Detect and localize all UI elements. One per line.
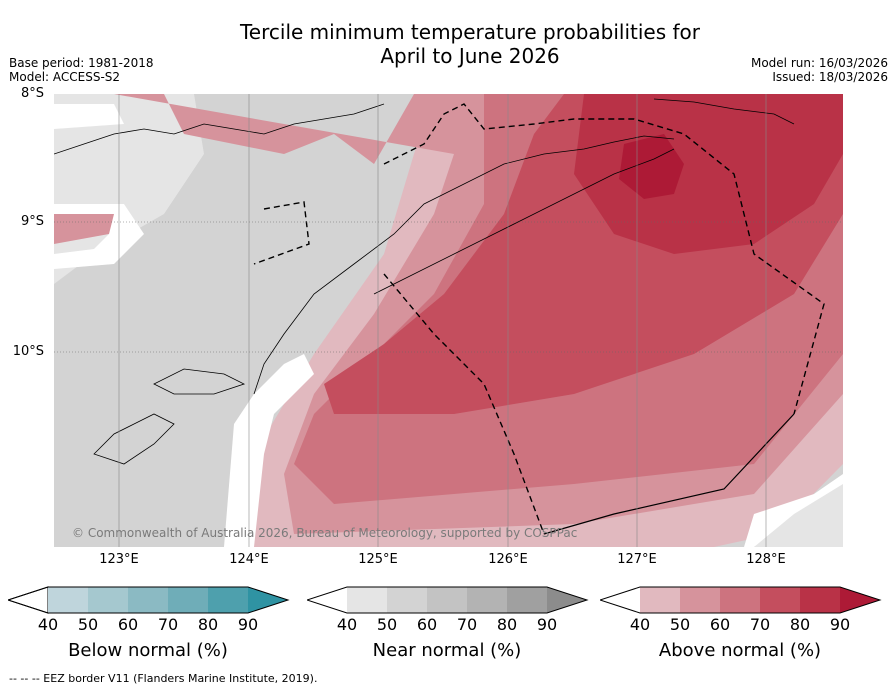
above-swatch-70 bbox=[760, 587, 800, 613]
below-normal-title: Below normal (%) bbox=[68, 640, 228, 661]
eez-borders bbox=[253, 103, 825, 535]
wetar-coast bbox=[653, 98, 795, 125]
above-arrow-right bbox=[840, 587, 880, 613]
colorbar-near-normal bbox=[307, 586, 589, 614]
near-tick: 70 bbox=[456, 615, 478, 634]
below-swatch-40 bbox=[48, 587, 88, 613]
colorbar-above-normal bbox=[600, 586, 882, 614]
above-90-region bbox=[619, 134, 684, 199]
meta-right: Model run: 16/03/2026 Issued: 18/03/2026 bbox=[751, 56, 888, 84]
below-swatch-50 bbox=[88, 587, 128, 613]
lon-label-127e: 127°E bbox=[617, 552, 657, 567]
near-tick: 50 bbox=[376, 615, 398, 634]
near-normal-title: Near normal (%) bbox=[372, 640, 522, 661]
timor-coast-north bbox=[253, 135, 675, 395]
near-arrow-left bbox=[307, 587, 347, 613]
lon-label-124e: 124°E bbox=[229, 552, 269, 567]
above-tick: 50 bbox=[669, 615, 691, 634]
above-tick: 60 bbox=[709, 615, 731, 634]
near-swatch-40 bbox=[347, 587, 387, 613]
above-tick: 70 bbox=[749, 615, 771, 634]
copyright-notice: © Commonwealth of Australia 2026, Bureau… bbox=[72, 526, 578, 540]
coastlines bbox=[54, 98, 795, 465]
above-tick: 40 bbox=[629, 615, 651, 634]
near-tick: 40 bbox=[336, 615, 358, 634]
near-outline bbox=[307, 586, 589, 614]
above-outline bbox=[600, 586, 882, 614]
below-tick: 90 bbox=[237, 615, 259, 634]
near-tick: 90 bbox=[536, 615, 558, 634]
above-arrow-left bbox=[600, 587, 640, 613]
gridlines bbox=[54, 221, 843, 353]
rote-coast bbox=[153, 368, 246, 395]
lon-label-126e: 126°E bbox=[488, 552, 528, 567]
meta-left: Base period: 1981-2018 Model: ACCESS-S2 bbox=[9, 56, 154, 84]
base-period: Base period: 1981-2018 bbox=[9, 56, 154, 70]
meridians bbox=[118, 94, 767, 547]
colorbar-below-normal bbox=[8, 586, 290, 614]
lon-label-128e: 128°E bbox=[746, 552, 786, 567]
near-tick: 60 bbox=[416, 615, 438, 634]
probability-map[interactable] bbox=[54, 94, 843, 547]
below-arrow-right bbox=[248, 587, 288, 613]
model-name: Model: ACCESS-S2 bbox=[9, 70, 121, 84]
above-normal-title: Above normal (%) bbox=[658, 640, 822, 661]
title-line-2: April to June 2026 bbox=[380, 44, 560, 68]
near-arrow-right bbox=[547, 587, 587, 613]
above-tick: 80 bbox=[789, 615, 811, 634]
model-run: Model run: 16/03/2026 bbox=[750, 56, 888, 70]
below-swatch-80 bbox=[208, 587, 248, 613]
lat-label-8s: 8°S bbox=[20, 86, 44, 101]
above-80-region bbox=[574, 94, 843, 254]
below-tick: 60 bbox=[117, 615, 139, 634]
eez-border-west bbox=[253, 201, 310, 265]
eez-border-timor bbox=[383, 103, 825, 415]
near-tick: 80 bbox=[496, 615, 518, 634]
issued-date: Issued: 18/03/2026 bbox=[772, 70, 888, 84]
map-svg bbox=[54, 94, 843, 547]
below-outline bbox=[8, 586, 290, 614]
above-swatch-40 bbox=[640, 587, 680, 613]
lon-label-123e: 123°E bbox=[99, 552, 139, 567]
near-normal-southeast bbox=[754, 484, 843, 547]
lon-label-125e: 125°E bbox=[358, 552, 398, 567]
below-swatch-70 bbox=[168, 587, 208, 613]
timor-coast-south bbox=[373, 148, 675, 295]
flores-coast bbox=[54, 103, 385, 155]
below-swatch-60 bbox=[128, 587, 168, 613]
lat-label-9s: 9°S bbox=[20, 214, 44, 229]
near-swatch-80 bbox=[507, 587, 547, 613]
below-tick: 50 bbox=[77, 615, 99, 634]
above-swatch-50 bbox=[680, 587, 720, 613]
below-tick: 40 bbox=[37, 615, 59, 634]
above-50-west-patch bbox=[54, 214, 114, 244]
eez-legend-note: -- -- -- EEZ border V11 (Flanders Marine… bbox=[9, 672, 318, 685]
eez-solid-segment bbox=[543, 413, 795, 535]
sumba-coast bbox=[93, 413, 175, 465]
above-tick: 90 bbox=[829, 615, 851, 634]
near-swatch-70 bbox=[467, 587, 507, 613]
near-swatch-60 bbox=[427, 587, 467, 613]
below-tick: 80 bbox=[197, 615, 219, 634]
eez-border-south bbox=[383, 273, 545, 535]
near-swatch-50 bbox=[387, 587, 427, 613]
below-arrow-left bbox=[8, 586, 49, 614]
lat-label-10s: 10°S bbox=[12, 344, 44, 359]
map-title: Tercile minimum temperature probabilitie… bbox=[0, 20, 896, 68]
above-swatch-80 bbox=[800, 587, 840, 613]
title-line-1: Tercile minimum temperature probabilitie… bbox=[239, 20, 701, 44]
above-swatch-60 bbox=[720, 587, 760, 613]
below-tick: 70 bbox=[157, 615, 179, 634]
